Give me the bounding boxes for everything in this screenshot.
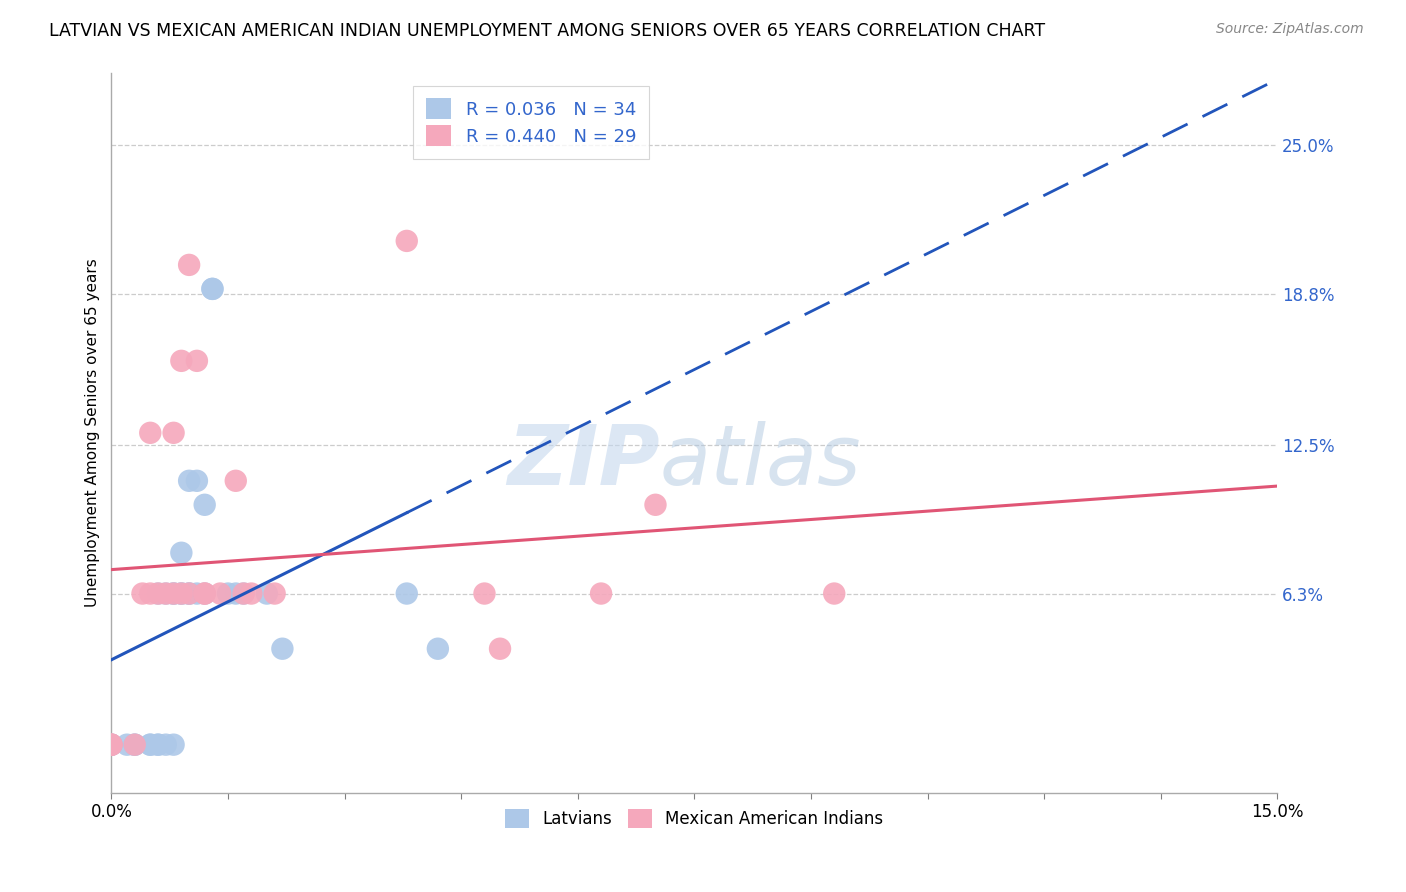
- Point: [162, 586, 184, 600]
- Point: [170, 586, 193, 600]
- Point: [232, 586, 254, 600]
- Point: [155, 586, 177, 600]
- Point: [170, 586, 193, 600]
- Text: LATVIAN VS MEXICAN AMERICAN INDIAN UNEMPLOYMENT AMONG SENIORS OVER 65 YEARS CORR: LATVIAN VS MEXICAN AMERICAN INDIAN UNEMP…: [49, 22, 1045, 40]
- Point: [170, 586, 193, 600]
- Point: [146, 738, 169, 752]
- Point: [194, 498, 217, 512]
- Point: [115, 738, 138, 752]
- Point: [395, 234, 418, 248]
- Point: [474, 586, 496, 600]
- Point: [426, 641, 449, 656]
- Point: [232, 586, 254, 600]
- Point: [146, 738, 169, 752]
- Point: [100, 738, 122, 752]
- Point: [263, 586, 285, 600]
- Point: [395, 586, 418, 600]
- Point: [100, 738, 122, 752]
- Point: [155, 586, 177, 600]
- Point: [139, 738, 162, 752]
- Point: [271, 641, 294, 656]
- Point: [256, 586, 278, 600]
- Point: [225, 586, 247, 600]
- Text: atlas: atlas: [659, 421, 860, 502]
- Point: [100, 738, 122, 752]
- Point: [146, 586, 169, 600]
- Point: [139, 425, 162, 440]
- Point: [124, 738, 146, 752]
- Legend: Latvians, Mexican American Indians: Latvians, Mexican American Indians: [499, 802, 890, 835]
- Point: [209, 586, 232, 600]
- Point: [186, 354, 208, 368]
- Point: [217, 586, 239, 600]
- Point: [131, 586, 153, 600]
- Point: [139, 586, 162, 600]
- Point: [591, 586, 613, 600]
- Point: [170, 546, 193, 560]
- Point: [162, 425, 184, 440]
- Text: ZIP: ZIP: [506, 421, 659, 502]
- Point: [823, 586, 845, 600]
- Point: [179, 474, 201, 488]
- Point: [201, 282, 224, 296]
- Point: [124, 738, 146, 752]
- Point: [186, 586, 208, 600]
- Text: Source: ZipAtlas.com: Source: ZipAtlas.com: [1216, 22, 1364, 37]
- Point: [146, 586, 169, 600]
- Point: [179, 258, 201, 272]
- Point: [225, 474, 247, 488]
- Point: [186, 474, 208, 488]
- Point: [179, 586, 201, 600]
- Point: [194, 586, 217, 600]
- Point: [162, 586, 184, 600]
- Point: [162, 738, 184, 752]
- Point: [179, 586, 201, 600]
- Point: [170, 354, 193, 368]
- Point: [489, 641, 512, 656]
- Point: [194, 586, 217, 600]
- Point: [179, 586, 201, 600]
- Point: [100, 738, 122, 752]
- Point: [240, 586, 263, 600]
- Point: [201, 282, 224, 296]
- Point: [155, 738, 177, 752]
- Point: [162, 586, 184, 600]
- Point: [100, 738, 122, 752]
- Y-axis label: Unemployment Among Seniors over 65 years: Unemployment Among Seniors over 65 years: [86, 259, 100, 607]
- Point: [124, 738, 146, 752]
- Point: [194, 586, 217, 600]
- Point: [644, 498, 666, 512]
- Point: [139, 738, 162, 752]
